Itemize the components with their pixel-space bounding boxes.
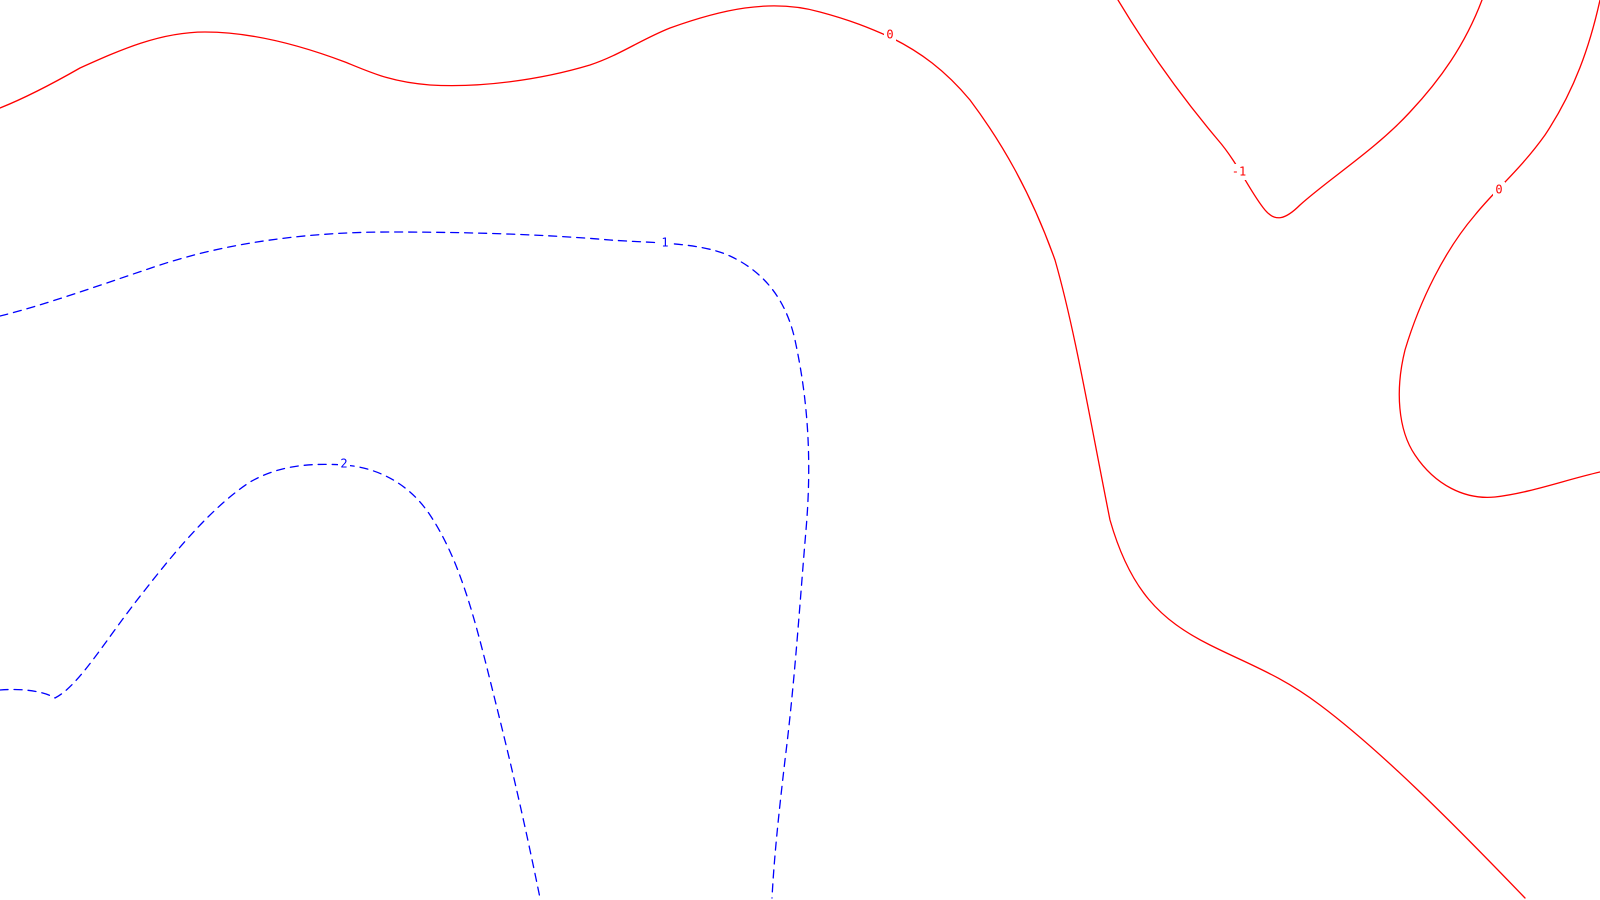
contour-label-neg1-northeast: -1 bbox=[1232, 165, 1246, 179]
contour-line-2-southwest bbox=[0, 463, 541, 899]
contour-label-0-north: 0 bbox=[886, 28, 893, 42]
contour-line-0-east bbox=[1398, 0, 1600, 499]
contour-label-2-southwest: 2 bbox=[340, 457, 347, 471]
contour-line-0-north bbox=[0, 5, 1526, 899]
contour-line-neg1-northeast bbox=[1117, 0, 1483, 219]
contour-label-0-east: 0 bbox=[1495, 183, 1502, 197]
contour-line-1-center bbox=[0, 231, 810, 899]
contour-label-1-center: 1 bbox=[661, 236, 668, 250]
contour-labels: 0 0 -1 1 2 bbox=[338, 27, 1505, 472]
